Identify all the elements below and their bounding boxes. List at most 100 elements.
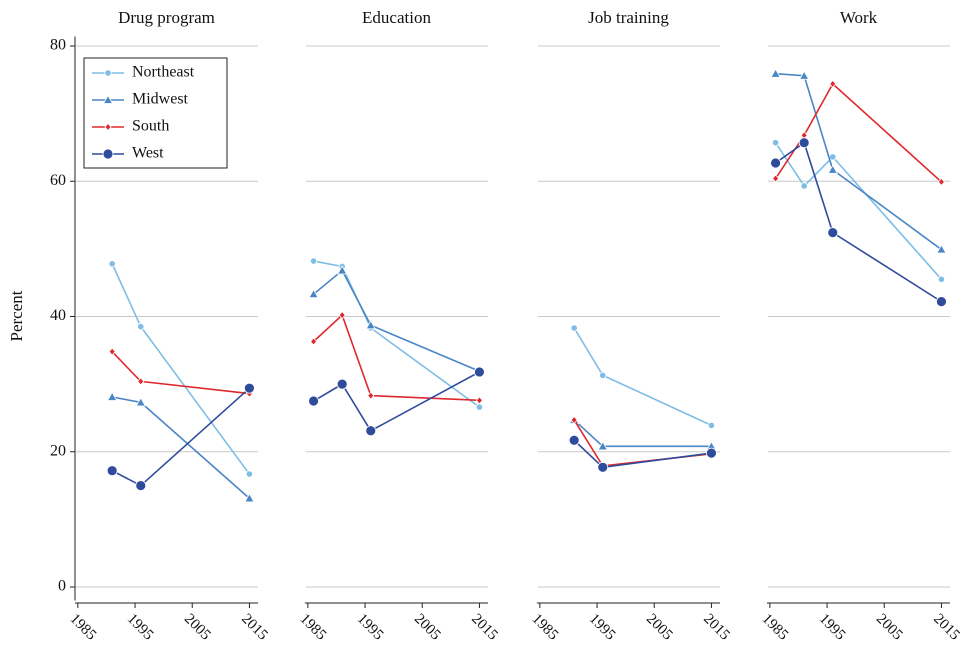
marker — [707, 421, 716, 429]
marker — [798, 137, 810, 149]
line — [313, 269, 480, 373]
marker — [771, 139, 780, 147]
marker — [102, 94, 114, 104]
series — [568, 434, 717, 473]
panel-title: Work — [840, 8, 878, 27]
x-tick-label: 1985 — [297, 611, 330, 644]
marker — [102, 148, 114, 160]
legend-label: South — [132, 118, 169, 135]
panel-title: Job training — [588, 8, 669, 27]
marker — [827, 227, 839, 239]
line — [774, 142, 943, 280]
x-tick-label: 1995 — [586, 611, 619, 644]
marker — [570, 324, 578, 332]
marker — [706, 447, 717, 459]
x-tick-label: 2015 — [930, 611, 963, 644]
marker — [798, 70, 810, 80]
line — [775, 72, 942, 251]
series — [568, 414, 717, 451]
marker — [597, 441, 608, 451]
series — [570, 324, 716, 429]
marker — [308, 395, 319, 407]
marker — [108, 260, 116, 268]
legend-label: Northeast — [132, 64, 195, 81]
x-tick-label: 1995 — [816, 611, 849, 644]
x-tick-label: 1985 — [759, 611, 792, 644]
marker — [244, 382, 255, 394]
y-tick-label: 80 — [50, 37, 66, 54]
marker — [104, 69, 112, 77]
line — [573, 327, 712, 427]
marker — [599, 371, 607, 379]
marker — [365, 319, 376, 330]
series — [106, 391, 255, 503]
x-tick-label: 2015 — [700, 611, 733, 644]
line — [313, 371, 480, 432]
marker — [245, 470, 254, 478]
y-tick-label: 0 — [58, 578, 66, 595]
line — [111, 263, 251, 475]
line — [111, 351, 250, 395]
y-tick-label: 60 — [50, 172, 66, 189]
marker — [135, 480, 147, 491]
marker — [336, 378, 348, 390]
marker — [310, 337, 318, 346]
series — [770, 68, 947, 254]
marker — [829, 79, 837, 88]
marker — [772, 174, 780, 183]
marker — [936, 244, 947, 254]
marker — [597, 461, 609, 473]
x-tick-label: 2015 — [238, 611, 271, 644]
legend: Northeast Midwest South West — [83, 57, 228, 169]
marker — [770, 68, 781, 78]
series — [108, 260, 254, 478]
y-tick-label: 40 — [50, 307, 66, 324]
marker — [800, 182, 808, 190]
x-tick-label: 2005 — [643, 611, 676, 644]
series — [771, 139, 946, 283]
line — [313, 313, 480, 402]
x-tick-label: 1995 — [354, 611, 387, 644]
line — [774, 82, 942, 183]
series — [772, 79, 945, 187]
marker — [365, 425, 377, 437]
legend-label: West — [132, 145, 164, 162]
marker — [770, 157, 781, 169]
marker — [570, 415, 578, 425]
marker — [104, 122, 112, 132]
x-tick-label: 1985 — [67, 611, 100, 644]
marker — [135, 397, 146, 407]
marker — [244, 493, 255, 503]
line — [573, 419, 712, 448]
panel-title: Drug program — [118, 8, 215, 27]
marker — [475, 396, 483, 405]
series — [310, 311, 483, 405]
marker — [137, 323, 145, 331]
marker — [308, 288, 319, 299]
x-tick-label: 2005 — [873, 611, 906, 644]
marker — [568, 434, 580, 446]
marker — [106, 465, 118, 477]
x-tick-label: 1985 — [529, 611, 562, 644]
marker — [475, 403, 484, 411]
marker — [367, 391, 375, 400]
marker — [336, 265, 348, 275]
marker — [829, 153, 837, 161]
line — [775, 141, 942, 303]
marker — [108, 347, 116, 356]
x-tick-label: 2005 — [411, 611, 444, 644]
x-tick-label: 2015 — [468, 611, 501, 644]
series — [108, 347, 253, 398]
marker — [936, 296, 947, 308]
marker — [106, 391, 118, 401]
series — [308, 366, 485, 437]
x-tick-label: 1995 — [124, 611, 157, 644]
x-tick-label: 2005 — [181, 611, 214, 644]
line — [112, 396, 250, 500]
legend-label: Midwest — [132, 91, 189, 108]
marker — [474, 366, 485, 378]
y-tick-label: 20 — [50, 442, 66, 459]
marker — [827, 164, 838, 174]
marker — [937, 177, 945, 187]
